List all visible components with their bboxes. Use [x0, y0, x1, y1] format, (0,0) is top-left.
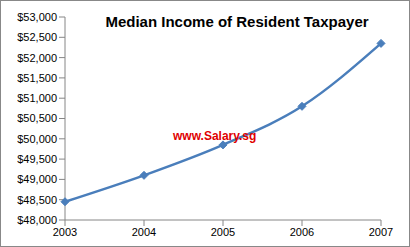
svg-text:2007: 2007 — [369, 226, 393, 238]
html-text:www.Salary.sg: www.Salary.sg — [173, 129, 257, 143]
svg-text:$51,500: $51,500 — [17, 72, 57, 84]
svg-text:$53,000: $53,000 — [17, 11, 57, 23]
svg-text:$49,000: $49,000 — [17, 173, 57, 185]
svg-text:$52,000: $52,000 — [17, 52, 57, 64]
svg-text:2005: 2005 — [211, 226, 235, 238]
svg-text:$50,000: $50,000 — [17, 133, 57, 145]
svg-text:$51,000: $51,000 — [17, 92, 57, 104]
svg-text:$52,500: $52,500 — [17, 31, 57, 43]
svg-text:2003: 2003 — [53, 226, 77, 238]
svg-text:$48,000: $48,000 — [17, 214, 57, 226]
svg-text:$49,500: $49,500 — [17, 153, 57, 165]
svg-text:$48,500: $48,500 — [17, 194, 57, 206]
html-text:Median Income of Resident Taxp: Median Income of Resident Taxpayer — [105, 13, 369, 30]
svg-text:$50,500: $50,500 — [17, 112, 57, 124]
svg-text:2004: 2004 — [132, 226, 156, 238]
svg-text:2006: 2006 — [290, 226, 314, 238]
